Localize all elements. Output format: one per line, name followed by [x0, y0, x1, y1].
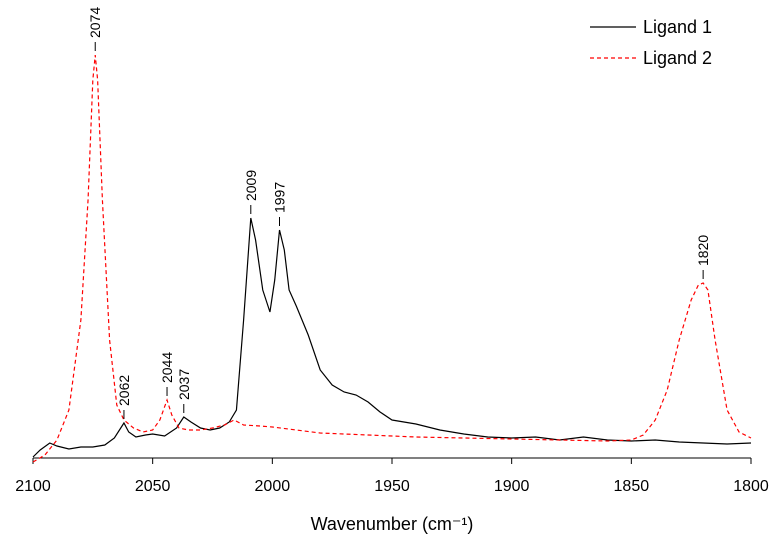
line-series — [32, 217, 752, 458]
x-tick-label: 2000 — [255, 478, 291, 495]
legend-label: Ligand 1 — [643, 17, 712, 37]
x-axis-label: Wavenumber (cm⁻¹) — [311, 514, 474, 534]
x-tick-label: 1850 — [614, 478, 650, 495]
peak-label: 2044 — [159, 352, 175, 383]
line-series — [32, 54, 752, 463]
x-tick-label: 2050 — [135, 478, 171, 495]
x-tick-label: 1900 — [494, 478, 530, 495]
x-tick-label: 2100 — [15, 478, 51, 495]
x-tick-label: 1950 — [374, 478, 410, 495]
peak-label: 2009 — [243, 170, 259, 201]
x-tick-label: 1800 — [733, 478, 769, 495]
peak-label: 2074 — [87, 7, 103, 38]
legend-label: Ligand 2 — [643, 48, 712, 68]
peak-label: 2037 — [176, 369, 192, 400]
peak-label: 2062 — [116, 375, 132, 406]
peak-label: 1820 — [695, 235, 711, 266]
peak-label: 1997 — [272, 182, 288, 213]
